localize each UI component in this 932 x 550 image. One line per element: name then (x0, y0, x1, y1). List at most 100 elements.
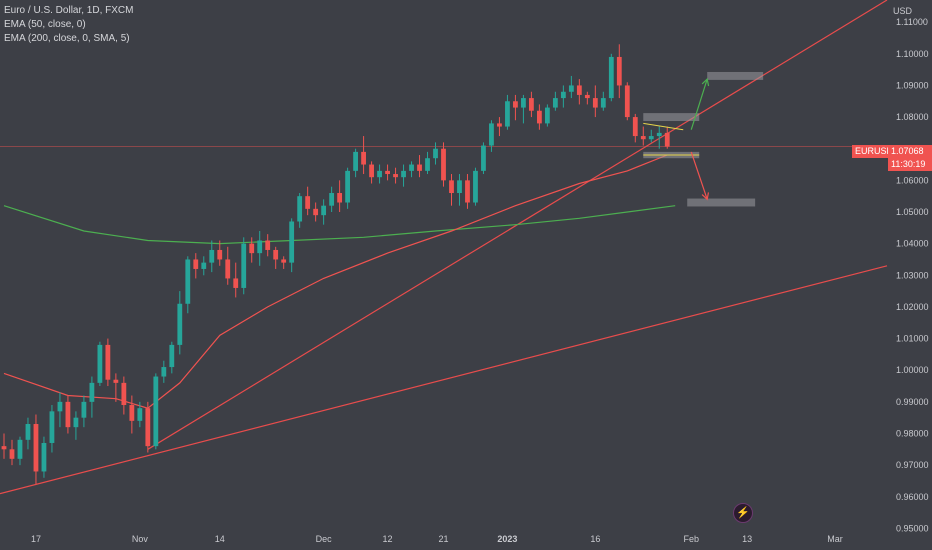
candle-body (209, 249, 215, 263)
x-tick-label: Feb (683, 534, 699, 544)
y-tick-label: 1.03000 (896, 270, 929, 280)
candle-body (616, 56, 622, 86)
candle-body (1, 446, 7, 450)
candle-body (257, 240, 263, 254)
candle-body (105, 344, 111, 380)
candle-body (560, 91, 566, 99)
countdown-tag: 11:30:19 (888, 158, 932, 171)
y-axis-title: USD (893, 6, 913, 16)
candle-body (177, 303, 183, 345)
candle-body (321, 205, 327, 216)
candle-body (552, 98, 558, 108)
candle-body (497, 123, 502, 127)
candle-body (345, 170, 351, 203)
candle-body (121, 382, 127, 406)
candle-body (417, 164, 422, 171)
y-tick-label: 1.11000 (896, 17, 928, 27)
candle-body (536, 110, 542, 124)
candle-body (385, 170, 390, 175)
candle-body (41, 442, 47, 472)
candle-body (49, 411, 55, 443)
x-tick-label: 2023 (497, 534, 517, 544)
candle-body (473, 170, 478, 203)
forecast-arrow (690, 78, 708, 130)
candle-body (521, 98, 526, 108)
candle-body (592, 98, 598, 108)
y-tick-label: 0.98000 (896, 428, 929, 438)
candle-body (441, 148, 446, 181)
candle-body (89, 382, 95, 402)
symbol-title[interactable]: Euro / U.S. Dollar, 1D, FXCM (4, 5, 134, 16)
x-tick-label: Nov (132, 534, 149, 544)
forecast-arrow (690, 151, 708, 200)
candle-body (249, 243, 255, 254)
candle-body (17, 439, 23, 459)
x-tick-label: 16 (590, 534, 600, 544)
candle-body (465, 180, 470, 203)
candle-body (217, 249, 223, 260)
candle-body (281, 259, 287, 263)
candle-body (576, 85, 582, 95)
arrow-head (701, 77, 710, 87)
ema50-legend[interactable]: EMA (50, close, 0) (4, 19, 86, 30)
candle-body (193, 259, 199, 269)
symbol-tag: EURUSD (852, 145, 893, 158)
price-zone (687, 198, 756, 207)
candle-body (65, 401, 71, 428)
candle-body (369, 164, 374, 178)
ema50-line (3, 154, 668, 409)
candle-body (361, 151, 366, 165)
candle-body (632, 117, 638, 137)
candle-body (584, 94, 590, 99)
y-tick-label: 1.04000 (896, 239, 929, 249)
candle-body (153, 376, 159, 447)
candle-body (433, 148, 438, 159)
candle-body (113, 379, 119, 383)
y-tick-label: 0.99000 (896, 397, 929, 407)
y-tick-label: 1.09000 (896, 80, 929, 90)
x-tick-label: 12 (383, 534, 393, 544)
candle-body (169, 344, 175, 368)
price-zone (643, 113, 700, 122)
candle-body (425, 158, 430, 171)
last-price-tag: 1.07068 (888, 145, 932, 158)
ema200-legend[interactable]: EMA (200, close, 0, SMA, 5) (4, 33, 130, 44)
candle-body (377, 170, 382, 178)
candle-body (161, 367, 167, 377)
lightning-icon[interactable]: ⚡ (733, 503, 753, 523)
candle-body (656, 132, 662, 137)
candle-body (600, 98, 606, 108)
candle-body (313, 208, 319, 216)
wedge-line (643, 122, 684, 131)
candle-body (305, 196, 311, 209)
ema200-line (3, 205, 676, 245)
candle-body (608, 56, 614, 99)
candle-body (337, 193, 343, 203)
candle-body (505, 101, 510, 127)
price-zone (707, 71, 764, 80)
x-tick-label: 14 (215, 534, 225, 544)
candle-body (201, 262, 207, 269)
candle-body (145, 408, 151, 447)
candle-body (329, 193, 335, 206)
candle-body (457, 180, 462, 194)
candle-body (273, 249, 279, 260)
candle-body (529, 98, 534, 111)
candle-body (640, 136, 646, 140)
candle-body (297, 196, 303, 222)
candle-body (241, 243, 247, 288)
x-tick-label: 17 (31, 534, 41, 544)
candle-body (353, 151, 358, 171)
x-tick-label: Dec (316, 534, 333, 544)
y-tick-label: 1.00000 (896, 365, 929, 375)
candle-body (137, 408, 143, 421)
candle-body (648, 136, 654, 140)
y-tick-label: 1.08000 (896, 112, 929, 122)
candle-body (393, 174, 398, 178)
candle-body (225, 259, 231, 279)
candle-body (9, 449, 15, 459)
candle-body (233, 278, 239, 288)
y-tick-label: 0.95000 (896, 523, 929, 533)
candle-body (265, 240, 271, 250)
